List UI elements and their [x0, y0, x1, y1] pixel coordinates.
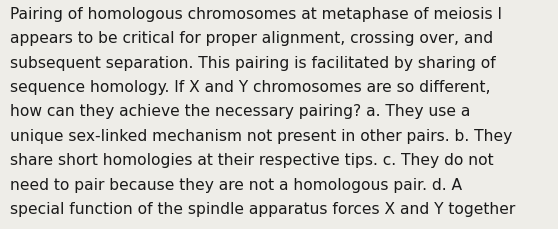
Text: special function of the spindle apparatus forces X and Y together: special function of the spindle apparatu…: [10, 201, 515, 216]
Text: sequence homology. If X and Y chromosomes are so different,: sequence homology. If X and Y chromosome…: [10, 80, 490, 95]
Text: Pairing of homologous chromosomes at metaphase of meiosis I: Pairing of homologous chromosomes at met…: [10, 7, 502, 22]
Text: how can they achieve the necessary pairing? a. They use a: how can they achieve the necessary pairi…: [10, 104, 470, 119]
Text: need to pair because they are not a homologous pair. d. A: need to pair because they are not a homo…: [10, 177, 462, 192]
Text: subsequent separation. This pairing is facilitated by sharing of: subsequent separation. This pairing is f…: [10, 55, 496, 70]
Text: share short homologies at their respective tips. c. They do not: share short homologies at their respecti…: [10, 153, 494, 167]
Text: appears to be critical for proper alignment, crossing over, and: appears to be critical for proper alignm…: [10, 31, 493, 46]
Text: unique sex-linked mechanism not present in other pairs. b. They: unique sex-linked mechanism not present …: [10, 128, 512, 143]
